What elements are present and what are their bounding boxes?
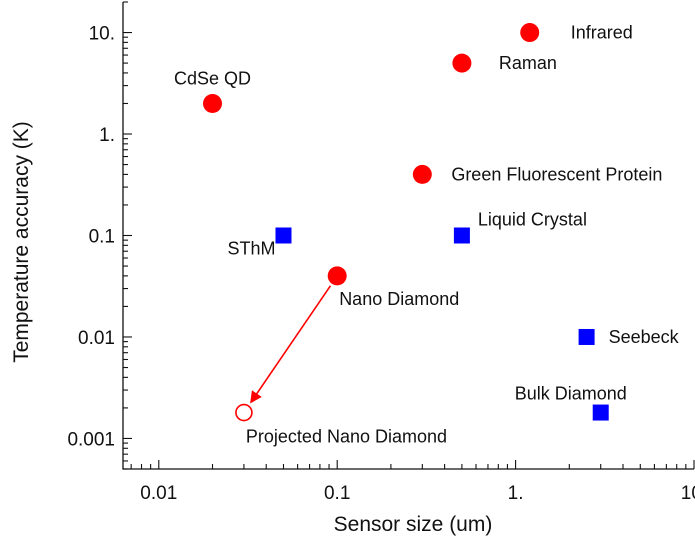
raman-label: Raman <box>499 53 557 73</box>
x-tick-label: 10. <box>681 483 695 504</box>
nano-diamond-point <box>327 266 347 286</box>
y-tick-label: 1. <box>99 125 115 146</box>
sthm-label: SThM <box>227 239 275 259</box>
x-tick-label: 0.01 <box>140 483 177 504</box>
point-labels-layer: Infrared Raman CdSe QD Green Fluorescent Pr… <box>174 23 680 447</box>
liquid-crystal-label: Liquid Crystal <box>478 210 587 230</box>
points-layer <box>203 23 609 422</box>
x-tick-label: 0.1 <box>324 483 350 504</box>
y-axis-title: Temperature accuracy (K) <box>10 121 33 363</box>
green-fluorescent-protein-label: Green Fluorescent Protein <box>451 164 662 184</box>
bulk-diamond-point <box>592 404 609 421</box>
projected-nano-diamond-label: Projected Nano Diamond <box>246 427 447 447</box>
projected-nano-diamond-point <box>235 403 253 422</box>
infrared-point <box>520 23 540 43</box>
cdse-qd-point <box>203 93 223 113</box>
y-tick-label: 0.1 <box>89 227 115 248</box>
x-tick-label: 1. <box>508 483 524 504</box>
axes: 0.01 0.1 1. 10. 0.001 0.01 0.1 1. 10. <box>67 1 695 504</box>
arrow-layer <box>250 285 332 404</box>
projection-arrow <box>250 285 332 404</box>
y-tick-label: 10. <box>89 24 115 45</box>
cdse-qd-label: CdSe QD <box>174 68 251 88</box>
seebeck-label: Seebeck <box>609 327 680 347</box>
infrared-label: Infrared <box>571 23 633 43</box>
liquid-crystal-point <box>453 227 470 244</box>
y-tick-label: 0.001 <box>67 429 115 450</box>
y-tick-label: 0.01 <box>78 328 115 349</box>
raman-point <box>452 53 472 73</box>
green-fluorescent-protein-point <box>412 164 432 184</box>
x-axis-title: Sensor size (um) <box>334 513 493 536</box>
nano-diamond-label: Nano Diamond <box>339 289 459 309</box>
sthm-point <box>275 227 292 244</box>
seebeck-point <box>578 328 595 345</box>
bulk-diamond-label: Bulk Diamond <box>515 384 627 404</box>
